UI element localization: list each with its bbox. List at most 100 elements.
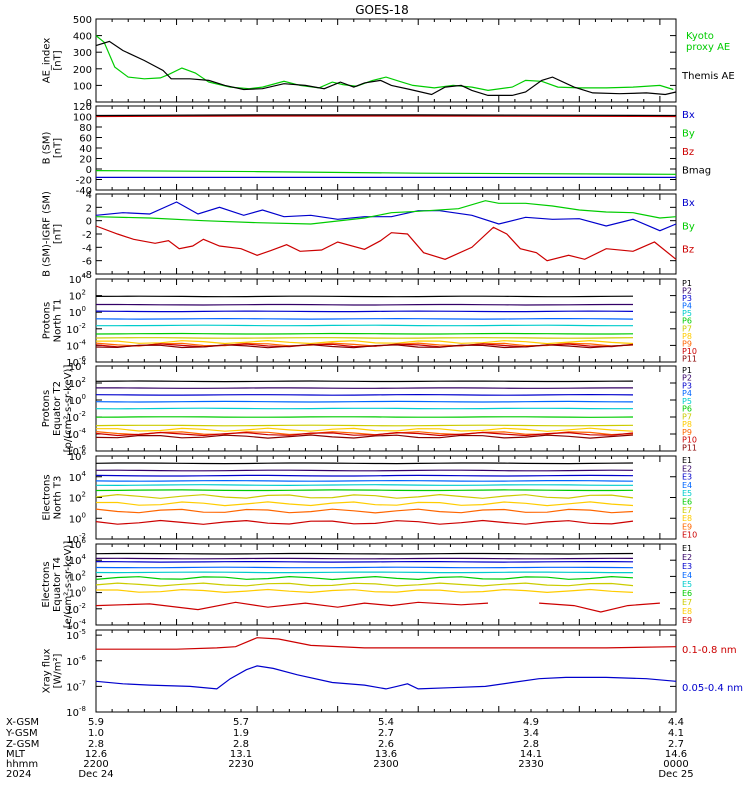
series-line [95, 601, 660, 613]
footer-cell: 2.6 [378, 739, 394, 750]
y-tick-label: 100 [69, 511, 86, 525]
series-line [95, 407, 633, 410]
y-tick-label: 0 [86, 98, 92, 109]
y-tick-label: 500 [73, 15, 92, 26]
legend-label: E6 [682, 589, 692, 598]
footer-row-label: Z-GSM [6, 739, 39, 750]
footer-cell: 13.1 [230, 749, 252, 760]
y-tick-exponent: -4 [79, 618, 87, 626]
legend-label: P7 [682, 412, 692, 421]
y-tick-exponent: -6 [79, 444, 87, 452]
y-tick-exponent: -7 [79, 679, 86, 687]
panel-8: 10-5 10-6 10-7 10-8 Xray flux [W/m²] 0.1-0.8 n… [42, 628, 744, 719]
legend-label: P5 [682, 397, 692, 406]
y-axis-label: North T1 [53, 299, 64, 343]
y-tick-label: 4 [86, 190, 92, 201]
legend-label: E4 [682, 481, 692, 490]
y-tick-exponent: -8 [79, 705, 86, 713]
series-line [95, 469, 634, 472]
y-tick-label: 400 [73, 32, 92, 43]
legend-label: E7 [682, 506, 692, 515]
y-axis-label: [W/m²] [53, 653, 64, 688]
y-tick-label: -2 [82, 230, 92, 241]
panel-frame [95, 18, 677, 103]
legend-label: E2 [682, 464, 692, 473]
legend-label: E2 [682, 553, 692, 562]
y-tick-exponent: 4 [82, 359, 87, 367]
legend-label: E6 [682, 498, 692, 507]
footer-row-label: 2024 [6, 769, 31, 780]
series-line [95, 400, 634, 403]
series-line [95, 317, 634, 320]
series-line [96, 637, 677, 650]
y-axis-label: Protons [42, 302, 53, 339]
y-tick-exponent: 2 [82, 491, 86, 499]
footer-cell: 5.9 [88, 717, 104, 728]
legend-label: P3 [682, 294, 692, 303]
y-tick-label: 106 [69, 449, 87, 463]
y-tick-label: 100 [73, 113, 92, 124]
legend-label: By [682, 129, 695, 140]
y-tick-label: 200 [73, 65, 92, 76]
y-axis-label: B (SM) [42, 131, 53, 164]
y-tick-exponent: -5 [79, 628, 86, 636]
chart-title: GOES-18 [355, 3, 409, 17]
y-tick-label: 40 [79, 144, 92, 155]
panel-3: -8 -6 -4 -2 0 2 4 B (SM)-IGRF (SM) [nT] Bx By Bz [42, 190, 695, 281]
legend-label: E1 [682, 544, 692, 553]
y-axis-label: [p/(cm²-s-sr-keV)] [63, 365, 74, 453]
legend-label: P4 [682, 389, 692, 398]
y-tick-label: 60 [79, 134, 92, 145]
legend-label: E3 [682, 562, 692, 571]
footer-cell: 2200 [83, 759, 108, 770]
footer-cell: 3.4 [523, 728, 539, 739]
legend-label: P10 [682, 436, 697, 445]
series-line [95, 380, 634, 383]
y-tick-exponent: 6 [82, 449, 87, 457]
legend-label: Bmag [682, 166, 711, 177]
y-tick-exponent: 0 [82, 393, 86, 401]
y-axis-label: Electrons [42, 474, 53, 520]
legend-label: P6 [682, 405, 692, 414]
y-tick-label: 120 [73, 102, 92, 113]
series-line [95, 489, 634, 492]
y-tick-label: 10-7 [66, 679, 86, 693]
y-tick-label: 10-8 [66, 705, 86, 719]
y-tick-exponent: 4 [82, 272, 87, 280]
y-tick-label: 10-4 [66, 338, 86, 352]
legend-label: proxy AE [686, 42, 730, 53]
y-tick-label: 104 [69, 272, 87, 286]
series-line [95, 200, 677, 225]
series-line [95, 344, 634, 349]
series-line [95, 40, 677, 96]
series-line [95, 332, 634, 335]
y-tick-exponent: 4 [82, 470, 87, 478]
series-line [95, 566, 634, 569]
footer-cell: 2300 [373, 759, 398, 770]
legend-label: E9 [682, 522, 692, 531]
legend-label: 0.1-0.8 nm [682, 645, 737, 656]
footer-cell: 14.6 [665, 749, 687, 760]
legend-label: P2 [682, 374, 692, 383]
legend-label: E9 [682, 616, 692, 625]
footer-cell: 2.7 [668, 739, 684, 750]
footer-cell: 2.8 [233, 739, 249, 750]
legend-label: E10 [682, 531, 697, 540]
legend-label: P2 [682, 287, 692, 296]
legend-label: E5 [682, 580, 692, 589]
y-tick-label: -20 [76, 176, 92, 187]
y-tick-label: 100 [73, 81, 92, 92]
series-line [95, 582, 634, 587]
y-tick-label: 300 [73, 48, 92, 59]
footer-cell: 2.8 [88, 739, 104, 750]
y-tick-exponent: -2 [79, 602, 86, 610]
legend-label: Bz [682, 147, 694, 158]
y-tick-label: 0 [86, 165, 92, 176]
y-tick-exponent: 0 [82, 511, 86, 519]
footer-cell: 13.6 [375, 749, 397, 760]
y-axis-label: [e/(cm²-s-sr-keV)] [63, 541, 74, 629]
